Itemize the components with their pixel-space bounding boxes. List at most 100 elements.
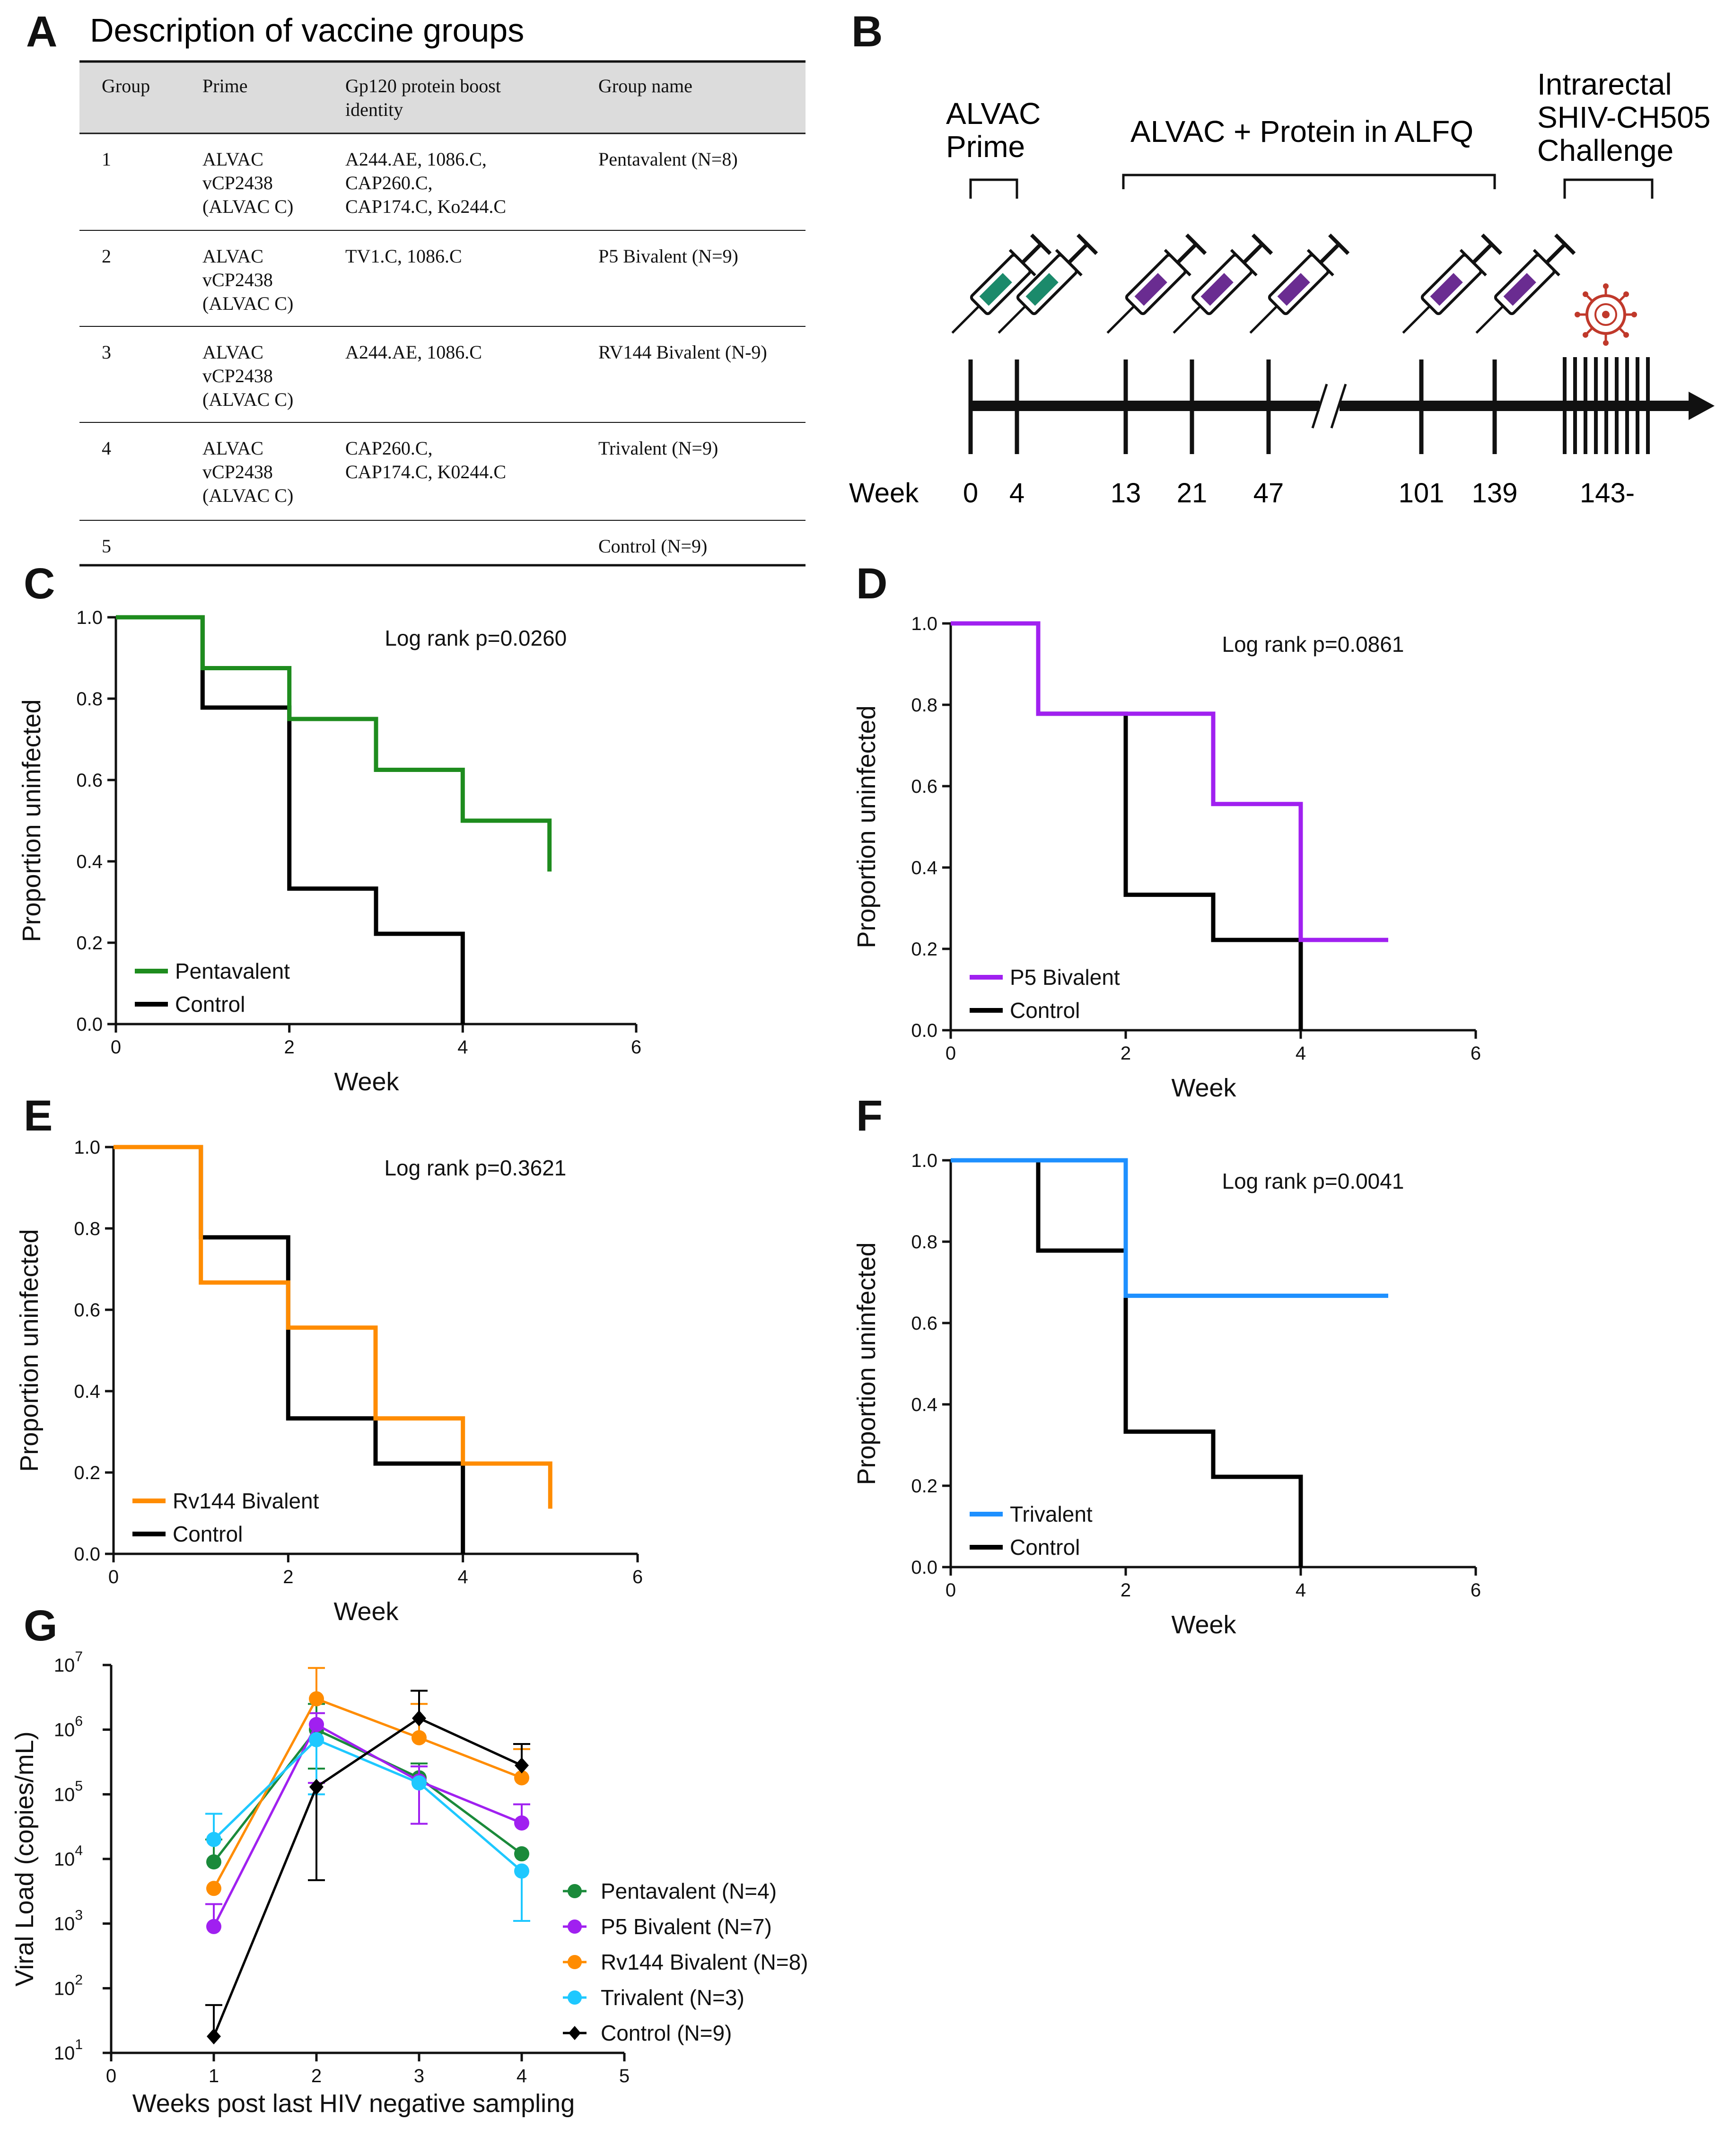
table-cell-boost: CAP260.C, bbox=[345, 438, 433, 459]
series-pentavalent bbox=[205, 1703, 529, 1870]
y-tick-exponent: 1 bbox=[75, 2037, 83, 2052]
y-tick-label: 0.8 bbox=[911, 695, 937, 716]
timeline-week-label: Week bbox=[849, 478, 919, 508]
y-tick-label: 0.4 bbox=[74, 1381, 100, 1402]
syringe-flange bbox=[1164, 249, 1191, 277]
table-cell-boost: A244.AE, 1086.C, bbox=[345, 149, 487, 170]
syringe-plunger-cap bbox=[1252, 233, 1273, 255]
table-cell-boost: CAP174.C, K0244.C bbox=[345, 461, 506, 482]
syringe-fluid bbox=[1025, 273, 1059, 306]
log-rank-annotation: Log rank p=0.3621 bbox=[384, 1156, 566, 1180]
syringe-flange bbox=[1532, 249, 1560, 277]
legend-label: Pentavalent bbox=[175, 959, 290, 983]
data-point bbox=[412, 1710, 426, 1727]
timeline-week-101: 101 bbox=[1399, 478, 1445, 508]
log-rank-annotation: Log rank p=0.0260 bbox=[385, 626, 567, 650]
y-tick-label: 0.6 bbox=[911, 1313, 937, 1334]
timeline-challenge-label-3: Challenge bbox=[1537, 133, 1673, 167]
syringe-plunger bbox=[1545, 243, 1567, 264]
panel-e: E 0.0 0.2 0.4 0.6 0.8 1.0 0 2 4 6 Week Proportion un… bbox=[15, 1092, 643, 1626]
y-axis-label: Proportion uninfected bbox=[852, 705, 881, 948]
log-rank-annotation: Log rank p=0.0861 bbox=[1222, 632, 1404, 657]
table-cell-group-name: Trivalent (N=9) bbox=[598, 438, 718, 459]
table-cell-prime: ALVAC bbox=[202, 149, 263, 170]
syringe-flange bbox=[1008, 249, 1036, 277]
y-tick-label: 1.0 bbox=[74, 1137, 100, 1158]
y-tick-label: 0.2 bbox=[911, 939, 937, 960]
y-tick-exponent: 4 bbox=[75, 1843, 83, 1858]
y-tick-label: 1.0 bbox=[76, 607, 103, 628]
data-point bbox=[514, 1863, 529, 1879]
x-tick-label: 6 bbox=[632, 1567, 643, 1587]
km-curve-control bbox=[951, 1158, 1303, 1567]
y-tick-exponent: 2 bbox=[75, 1972, 83, 1988]
km-curve-rv144-bivalent bbox=[114, 1145, 552, 1509]
panel-letter-d: D bbox=[856, 560, 887, 608]
timeline-challenge-label: Intrarectal SHIV-CH505 Challenge bbox=[1537, 67, 1719, 167]
y-tick-label: 105 bbox=[54, 1778, 83, 1805]
y-tick-label: 1.0 bbox=[911, 613, 937, 634]
legend-marker bbox=[569, 2026, 581, 2040]
timeline-arrowhead bbox=[1689, 392, 1715, 420]
timeline-prime-label-1: ALVAC bbox=[946, 96, 1041, 131]
syringe-plunger-cap bbox=[1030, 233, 1052, 255]
syringe-plunger bbox=[1471, 243, 1493, 264]
x-tick-label: 4 bbox=[1296, 1580, 1306, 1601]
panel-b: B ALVAC Prime ALVAC + Protein in ALFQ In… bbox=[849, 8, 1719, 508]
syringe-group bbox=[951, 233, 1576, 334]
syringe-flange bbox=[1230, 249, 1258, 277]
y-tick-exponent: 7 bbox=[75, 1649, 83, 1665]
x-axis-label: Week bbox=[1171, 1611, 1236, 1639]
table-cell-prime: (ALVAC C) bbox=[202, 389, 293, 410]
table-cell-prime: ALVAC bbox=[202, 245, 263, 267]
timeline-week-4: 4 bbox=[1009, 478, 1024, 508]
timeline-week-0: 0 bbox=[963, 478, 978, 508]
table-cell-boost: CAP174.C, Ko244.C bbox=[345, 196, 506, 217]
table-header-prime: Prime bbox=[202, 75, 248, 96]
syringe-plunger bbox=[1242, 243, 1264, 264]
table-header-name: Group name bbox=[598, 75, 692, 96]
syringe-plunger bbox=[1067, 243, 1089, 264]
table-header-boost-line2: identity bbox=[345, 99, 403, 120]
syringe-icon bbox=[1475, 233, 1576, 334]
syringe-flange bbox=[1306, 249, 1334, 277]
panel-a: A Description of vaccine groups Group Pr… bbox=[26, 8, 806, 567]
syringe-icon bbox=[951, 233, 1052, 334]
x-tick-label: 6 bbox=[1471, 1043, 1481, 1064]
legend-marker bbox=[568, 1919, 582, 1934]
series-line bbox=[212, 1717, 523, 2037]
legend-marker bbox=[568, 1884, 582, 1898]
table-cell-boost: A244.AE, 1086.C bbox=[345, 342, 482, 363]
table-cell-group: 1 bbox=[102, 149, 111, 170]
syringe-fluid bbox=[1200, 273, 1234, 306]
y-axis-label: Proportion uninfected bbox=[18, 699, 46, 942]
table-cell-prime: ALVAC bbox=[202, 342, 263, 363]
y-tick-label: 0.8 bbox=[76, 689, 103, 710]
syringe-needle bbox=[951, 305, 980, 334]
x-tick-label: 0 bbox=[946, 1043, 956, 1064]
x-axis-label: Weeks post last HIV negative sampling bbox=[132, 2089, 575, 2118]
table-header-group: Group bbox=[102, 75, 150, 96]
y-axis-label: Viral Load (copies/mL) bbox=[10, 1731, 39, 1986]
data-point bbox=[309, 1717, 324, 1732]
x-tick-label: 2 bbox=[1121, 1580, 1131, 1601]
panel-letter-e: E bbox=[24, 1092, 53, 1140]
x-tick-label: 3 bbox=[414, 2066, 424, 2086]
x-tick-label: 0 bbox=[111, 1037, 121, 1058]
data-point bbox=[309, 1732, 324, 1747]
syringe-plunger bbox=[1319, 243, 1340, 264]
panel-d: D 0.0 0.2 0.4 0.6 0.8 1.0 0 2 4 6 Week Proportion un… bbox=[852, 560, 1481, 1102]
table-cell-group-name: P5 Bivalent (N=9) bbox=[598, 245, 738, 267]
x-tick-label: 0 bbox=[108, 1567, 119, 1587]
x-tick-label: 4 bbox=[457, 1037, 468, 1058]
legend-label: Pentavalent (N=4) bbox=[601, 1879, 777, 1903]
table-cell-group-name: Control (N=9) bbox=[598, 535, 707, 557]
table-cell-group: 3 bbox=[102, 342, 111, 363]
syringe-plunger-cap bbox=[1185, 233, 1207, 255]
timeline-week-47: 47 bbox=[1253, 478, 1284, 508]
syringe-plunger-cap bbox=[1481, 233, 1503, 255]
x-axis-label: Week bbox=[333, 1597, 399, 1626]
legend-marker bbox=[568, 1955, 582, 1969]
timeline-challenge-label-2: SHIV-CH505 bbox=[1537, 100, 1710, 134]
